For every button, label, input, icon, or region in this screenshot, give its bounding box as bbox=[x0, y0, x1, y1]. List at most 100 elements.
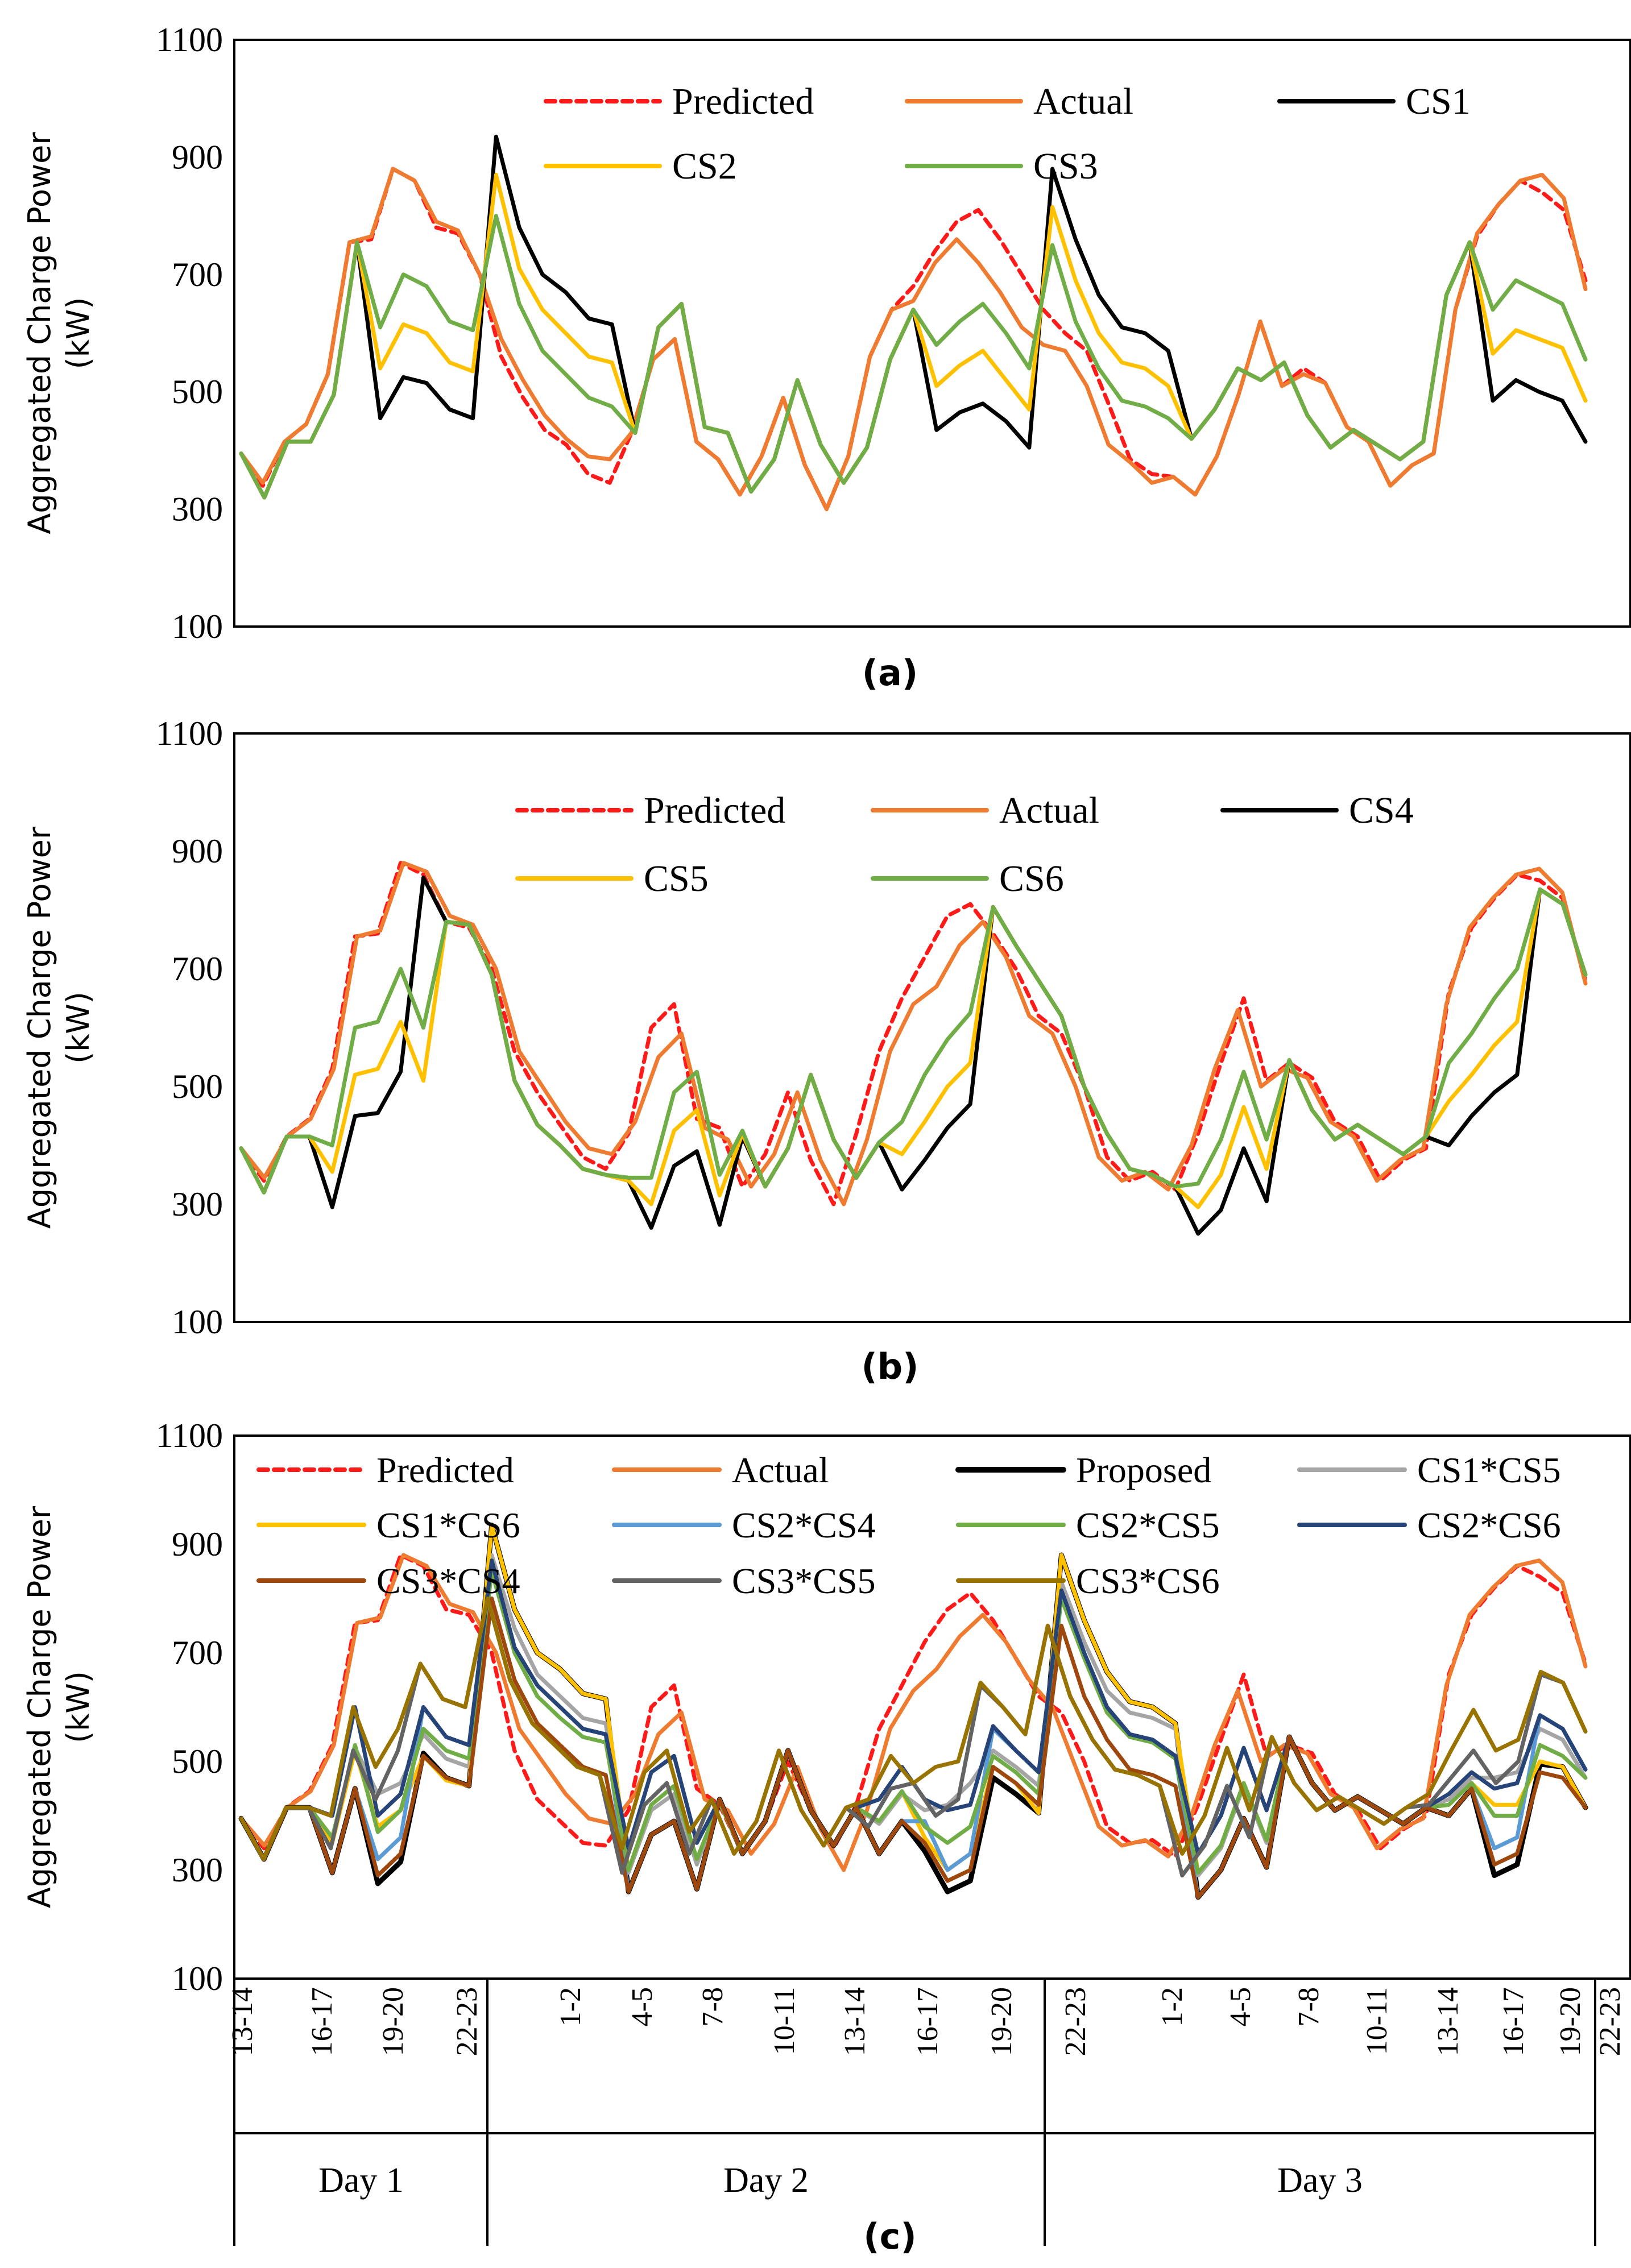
series-lines bbox=[239, 134, 1588, 512]
x-tick-label: 13-14 bbox=[1432, 1987, 1464, 2056]
legend-label: CS3*CS4 bbox=[376, 1561, 520, 1601]
legend-label: CS4 bbox=[1349, 790, 1414, 831]
legend-label: Predicted bbox=[644, 790, 785, 831]
plot-frame bbox=[233, 1434, 1631, 1980]
legend-label: CS3*CS5 bbox=[732, 1561, 876, 1601]
series-lines bbox=[238, 1523, 1588, 1900]
y-tick-label: 500 bbox=[172, 1068, 223, 1105]
legend: Predicted Actual CS1 CS2 CS3 bbox=[544, 81, 1471, 187]
legend-label: Actual bbox=[1033, 81, 1133, 122]
x-tick-label: 1-2 bbox=[554, 1987, 587, 2026]
series-line-cs3xcs6 bbox=[239, 1597, 1588, 1861]
series-line-cs6 bbox=[239, 887, 1588, 1195]
y-tick-label: 100 bbox=[172, 608, 223, 645]
y-tick-label: 300 bbox=[172, 1851, 223, 1889]
y-tick-label: 700 bbox=[172, 256, 223, 293]
x-tick-label: 1-2 bbox=[1156, 1987, 1189, 2026]
chart-b: 100 300 500 700 900 1100 Aggregated Charge Pow… bbox=[22, 715, 1631, 1387]
x-tick-label: 4-5 bbox=[1224, 1987, 1257, 2026]
series-line-predicted bbox=[239, 861, 1588, 1206]
legend-label: Actual bbox=[732, 1450, 829, 1490]
legend-label: CS2*CS6 bbox=[1417, 1505, 1561, 1545]
legend-label: CS2*CS4 bbox=[732, 1505, 876, 1545]
y-axis-label-line2: (kW) bbox=[60, 992, 96, 1064]
x-tick-label: 19-20 bbox=[1554, 1987, 1587, 2056]
y-tick-label: 700 bbox=[172, 1634, 223, 1672]
chart-caption: (b) bbox=[861, 1346, 918, 1387]
x-tick-label: 7-8 bbox=[697, 1987, 729, 2026]
legend-label: CS3 bbox=[1033, 146, 1098, 187]
series-line-predicted bbox=[239, 167, 1588, 512]
y-tick-label: 300 bbox=[172, 1185, 223, 1223]
y-tick-label: 900 bbox=[172, 138, 223, 176]
y-axis-label: Aggregated Charge Power(kW) bbox=[22, 132, 96, 534]
legend-label: Actual bbox=[999, 790, 1099, 831]
x-tick-label: 13-14 bbox=[839, 1987, 871, 2056]
x-tick-label: 7-8 bbox=[1293, 1987, 1325, 2026]
x-tick-label: 10-11 bbox=[768, 1987, 801, 2055]
y-tick-label: 500 bbox=[172, 373, 223, 411]
series-line-cs1 bbox=[239, 134, 1588, 500]
chart-a: 100 300 500 700 900 1100 Aggregated Charge Pow… bbox=[22, 21, 1631, 694]
legend-label: CS5 bbox=[644, 858, 709, 899]
plot-frame bbox=[233, 39, 1631, 628]
x-tick-label: 22-23 bbox=[451, 1987, 483, 2056]
legend-label: CS6 bbox=[999, 858, 1064, 899]
y-tick-label: 300 bbox=[172, 491, 223, 528]
x-tick-label: 22-23 bbox=[1059, 1987, 1092, 2056]
y-axis-label-line2: (kW) bbox=[60, 1671, 96, 1743]
x-tick-label: 16-17 bbox=[1497, 1987, 1530, 2056]
series-line-predicted bbox=[239, 1553, 1588, 1859]
y-axis-label-line1: Aggregated Charge Power bbox=[22, 132, 57, 534]
chart-caption: (c) bbox=[863, 2216, 916, 2257]
x-tick-label: 19-20 bbox=[377, 1987, 409, 2056]
plot-frame bbox=[233, 732, 1631, 1323]
y-axis-label-line2: (kW) bbox=[60, 297, 96, 370]
day-label: Day 1 bbox=[318, 2161, 404, 2200]
x-axis: 13-14 16-17 19-20 22-23 1-2 4-5 7-8 10-11 13-14 1… bbox=[226, 1979, 1626, 2246]
legend-label: CS3*CS6 bbox=[1076, 1561, 1220, 1601]
y-axis-label-line1: Aggregated Charge Power bbox=[22, 1506, 57, 1908]
day-label: Day 2 bbox=[723, 2161, 809, 2200]
legend-label: CS2*CS5 bbox=[1076, 1505, 1220, 1545]
y-tick-label: 900 bbox=[172, 1525, 223, 1563]
legend-label: CS1*CS6 bbox=[376, 1505, 520, 1545]
day-label: Day 3 bbox=[1277, 2161, 1363, 2200]
legend: Predicted Actual Proposed CS1*CS5 CS1*CS6 CS2… bbox=[256, 1450, 1561, 1601]
y-tick-label: 1100 bbox=[156, 715, 223, 752]
y-axis-label: Aggregated Charge Power(kW) bbox=[22, 826, 96, 1229]
legend-label: Predicted bbox=[376, 1450, 514, 1490]
series-line-actual bbox=[239, 1553, 1588, 1872]
x-tick-label: 22-23 bbox=[1594, 1987, 1626, 2056]
chart-caption: (a) bbox=[862, 652, 918, 694]
y-axis-label: Aggregated Charge Power(kW) bbox=[22, 1506, 96, 1908]
x-tick-label: 13-14 bbox=[226, 1987, 259, 2056]
series-line-cs3xcs4 bbox=[239, 1597, 1588, 1900]
series-lines bbox=[239, 861, 1588, 1236]
x-tick-label: 19-20 bbox=[986, 1987, 1018, 2056]
x-tick-label: 16-17 bbox=[306, 1987, 338, 2056]
y-axis-label-line1: Aggregated Charge Power bbox=[22, 826, 57, 1229]
x-tick-label: 4-5 bbox=[626, 1987, 659, 2026]
legend-label: CS2 bbox=[672, 146, 737, 187]
series-line-cs2xcs5 bbox=[239, 1569, 1588, 1875]
legend-label: Proposed bbox=[1076, 1450, 1211, 1490]
legend-label: CS1 bbox=[1406, 81, 1471, 122]
chart-c: 100 300 500 700 900 1100 Aggregated Charge Pow… bbox=[22, 1417, 1631, 2257]
y-tick-label: 500 bbox=[172, 1743, 223, 1780]
y-tick-label: 900 bbox=[172, 832, 223, 870]
legend-label: Predicted bbox=[672, 81, 814, 122]
y-tick-label: 700 bbox=[172, 950, 223, 988]
x-tick-label: 16-17 bbox=[912, 1987, 944, 2056]
y-tick-label: 1100 bbox=[156, 1417, 223, 1454]
series-line-actual bbox=[239, 167, 1588, 512]
y-tick-label: 100 bbox=[172, 1303, 223, 1341]
series-line-cs3 bbox=[239, 214, 1588, 500]
series-line-actual bbox=[239, 861, 1588, 1206]
y-tick-label: 1100 bbox=[156, 21, 223, 59]
legend: Predicted Actual CS4 CS5 CS6 bbox=[515, 790, 1414, 899]
y-tick-label: 100 bbox=[172, 1960, 223, 1997]
x-tick-label: 10-11 bbox=[1361, 1987, 1393, 2055]
legend-label: CS1*CS5 bbox=[1417, 1450, 1561, 1490]
